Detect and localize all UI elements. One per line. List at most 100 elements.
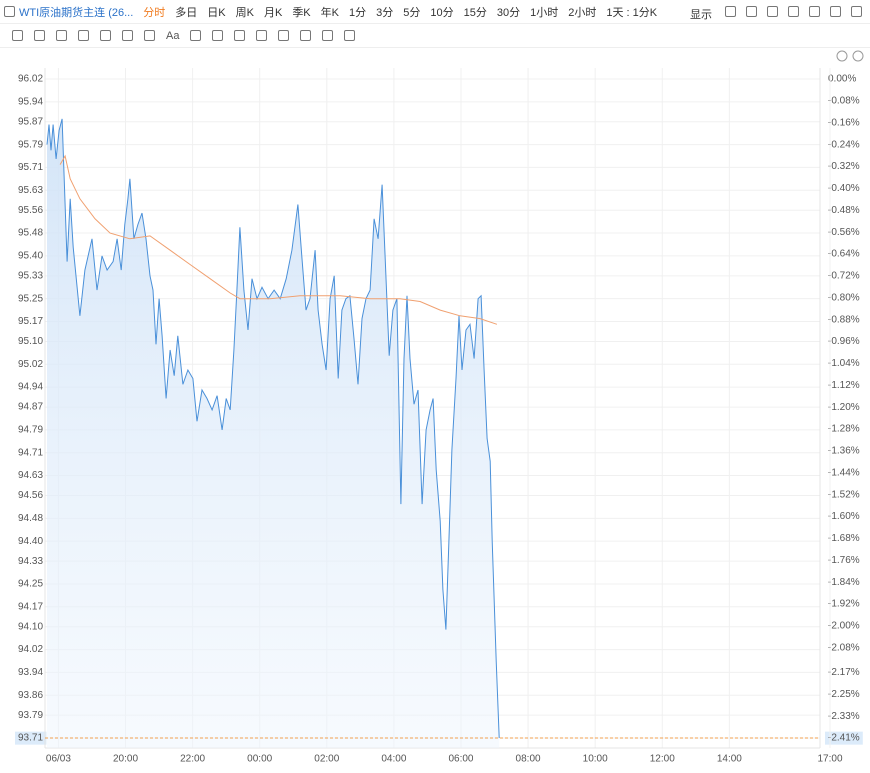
y2-tick-label: -2.08% [828, 642, 860, 653]
y2-tick-label: -1.28% [828, 424, 860, 435]
y-tick-label: 95.87 [18, 116, 43, 127]
price-tag [15, 731, 47, 745]
period-button[interactable]: 季K [292, 6, 311, 19]
icon[interactable] [212, 30, 224, 41]
y-tick-label: 95.02 [18, 359, 43, 370]
y2-tick-label: -0.72% [828, 271, 860, 282]
icon[interactable] [746, 6, 757, 17]
text-tool[interactable]: Aa [166, 29, 180, 42]
period-button[interactable]: 1分 [349, 6, 367, 19]
icon[interactable] [56, 30, 67, 41]
y-tick-label: 94.48 [18, 513, 43, 524]
y-tick-label: 93.71 [18, 733, 43, 744]
y-tick-label: 94.79 [18, 425, 43, 436]
icon[interactable] [278, 30, 290, 41]
y-tick-label: 94.02 [18, 644, 43, 655]
y-tick-label: 95.25 [18, 293, 43, 304]
icon-group [725, 6, 862, 17]
y-tick-label: 94.87 [18, 402, 43, 413]
y2-tick-label: -1.92% [828, 599, 860, 610]
zoom-out[interactable] [836, 50, 848, 62]
y-tick-label: 94.40 [18, 536, 43, 547]
period-button[interactable]: 月K [263, 6, 283, 19]
y2-tick-label: -0.88% [828, 314, 860, 325]
x-tick-label: 22:00 [180, 754, 205, 765]
icon[interactable] [830, 6, 841, 17]
period-button[interactable]: 周K [235, 6, 254, 19]
x-tick-label: 12:00 [650, 754, 675, 765]
y2-tick-label: 0.00% [828, 74, 856, 85]
y2-tick-label: -2.17% [828, 667, 860, 678]
period-button[interactable]: 1小时 [530, 6, 559, 19]
icon[interactable] [851, 6, 862, 17]
y2-tick-label: -2.00% [828, 621, 860, 632]
y-tick-label: 94.56 [18, 490, 43, 501]
y2-tick-label: -2.25% [828, 689, 860, 700]
y-tick-label: 95.79 [18, 139, 43, 150]
x-tick-label: 02:00 [314, 754, 339, 765]
y2-tick-label: -0.48% [828, 205, 860, 216]
icon[interactable] [144, 30, 155, 41]
x-tick-label: 17:00 [817, 754, 842, 765]
y-tick-label: 94.10 [18, 621, 43, 632]
y2-tick-label: -1.20% [828, 402, 860, 413]
y-tick-label: 94.63 [18, 470, 43, 481]
x-tick-label: 00:00 [247, 754, 272, 765]
y2-tick-label: -0.64% [828, 249, 860, 260]
icon[interactable] [809, 6, 820, 17]
period-button[interactable]: 15分 [463, 6, 487, 19]
icon[interactable] [300, 30, 312, 41]
y2-tick-label: -1.04% [828, 358, 860, 369]
y2-tick-label: -0.40% [828, 183, 860, 194]
period-button[interactable]: 30分 [496, 6, 521, 19]
period-button[interactable]: 5分 [403, 6, 421, 19]
icon[interactable] [767, 6, 778, 17]
y-tick-label: 94.94 [18, 382, 43, 393]
instrument-title[interactable]: WTI原油期货主连 (26... [19, 6, 134, 19]
line [46, 118, 500, 739]
y2-tick-label: -0.08% [828, 96, 860, 107]
y-tick-label: 94.33 [18, 556, 43, 567]
period-button[interactable]: 2小时 [568, 6, 597, 19]
icon[interactable] [725, 6, 736, 17]
icon[interactable] [788, 6, 799, 17]
y2-tick-label: -1.68% [828, 533, 860, 544]
line [59, 154, 498, 325]
period-button[interactable]: 分时 [143, 6, 166, 19]
y-tick-label: 95.40 [18, 251, 43, 262]
icon[interactable] [234, 30, 246, 41]
period-button[interactable]: 1天 : 1分K [606, 6, 658, 19]
icon[interactable] [256, 30, 268, 41]
y2-tick-label: -1.52% [828, 489, 860, 500]
y2-tick-label: -1.76% [828, 555, 860, 566]
x-tick-label: 20:00 [113, 754, 138, 765]
x-tick-label: 14:00 [717, 754, 742, 765]
display-button[interactable]: 显示 [690, 9, 712, 21]
y-tick-label: 93.79 [18, 710, 43, 721]
y2-tick-label: -1.84% [828, 577, 860, 588]
y2-tick-label: -1.36% [828, 446, 860, 457]
icon[interactable] [34, 30, 45, 41]
icon[interactable] [322, 30, 334, 41]
icon[interactable] [12, 30, 23, 41]
zoom-in[interactable] [852, 50, 864, 62]
period-button[interactable]: 多日 [175, 6, 198, 19]
y-tick-label: 95.56 [18, 205, 43, 216]
icon[interactable] [78, 30, 89, 41]
y-tick-label: 95.33 [18, 270, 43, 281]
icon[interactable] [4, 6, 15, 17]
icon[interactable] [190, 30, 202, 41]
y-tick-label: 94.17 [18, 601, 43, 612]
icon[interactable] [344, 30, 356, 41]
area [47, 118, 500, 748]
icon[interactable] [122, 30, 133, 41]
icon[interactable] [100, 30, 111, 41]
period-button[interactable]: 日K [207, 6, 226, 19]
toolbar-row: WTI原油期货主连 (26... 分时 多日 日K 周K 月K 季K 年K 1分 3分 5分 10分… [0, 0, 870, 24]
period-button[interactable]: 年K [320, 6, 339, 19]
x-tick-label: 10:00 [583, 754, 608, 765]
period-button[interactable]: 10分 [430, 6, 454, 19]
y-tick-label: 94.71 [18, 447, 43, 458]
period-button[interactable]: 3分 [376, 6, 394, 19]
